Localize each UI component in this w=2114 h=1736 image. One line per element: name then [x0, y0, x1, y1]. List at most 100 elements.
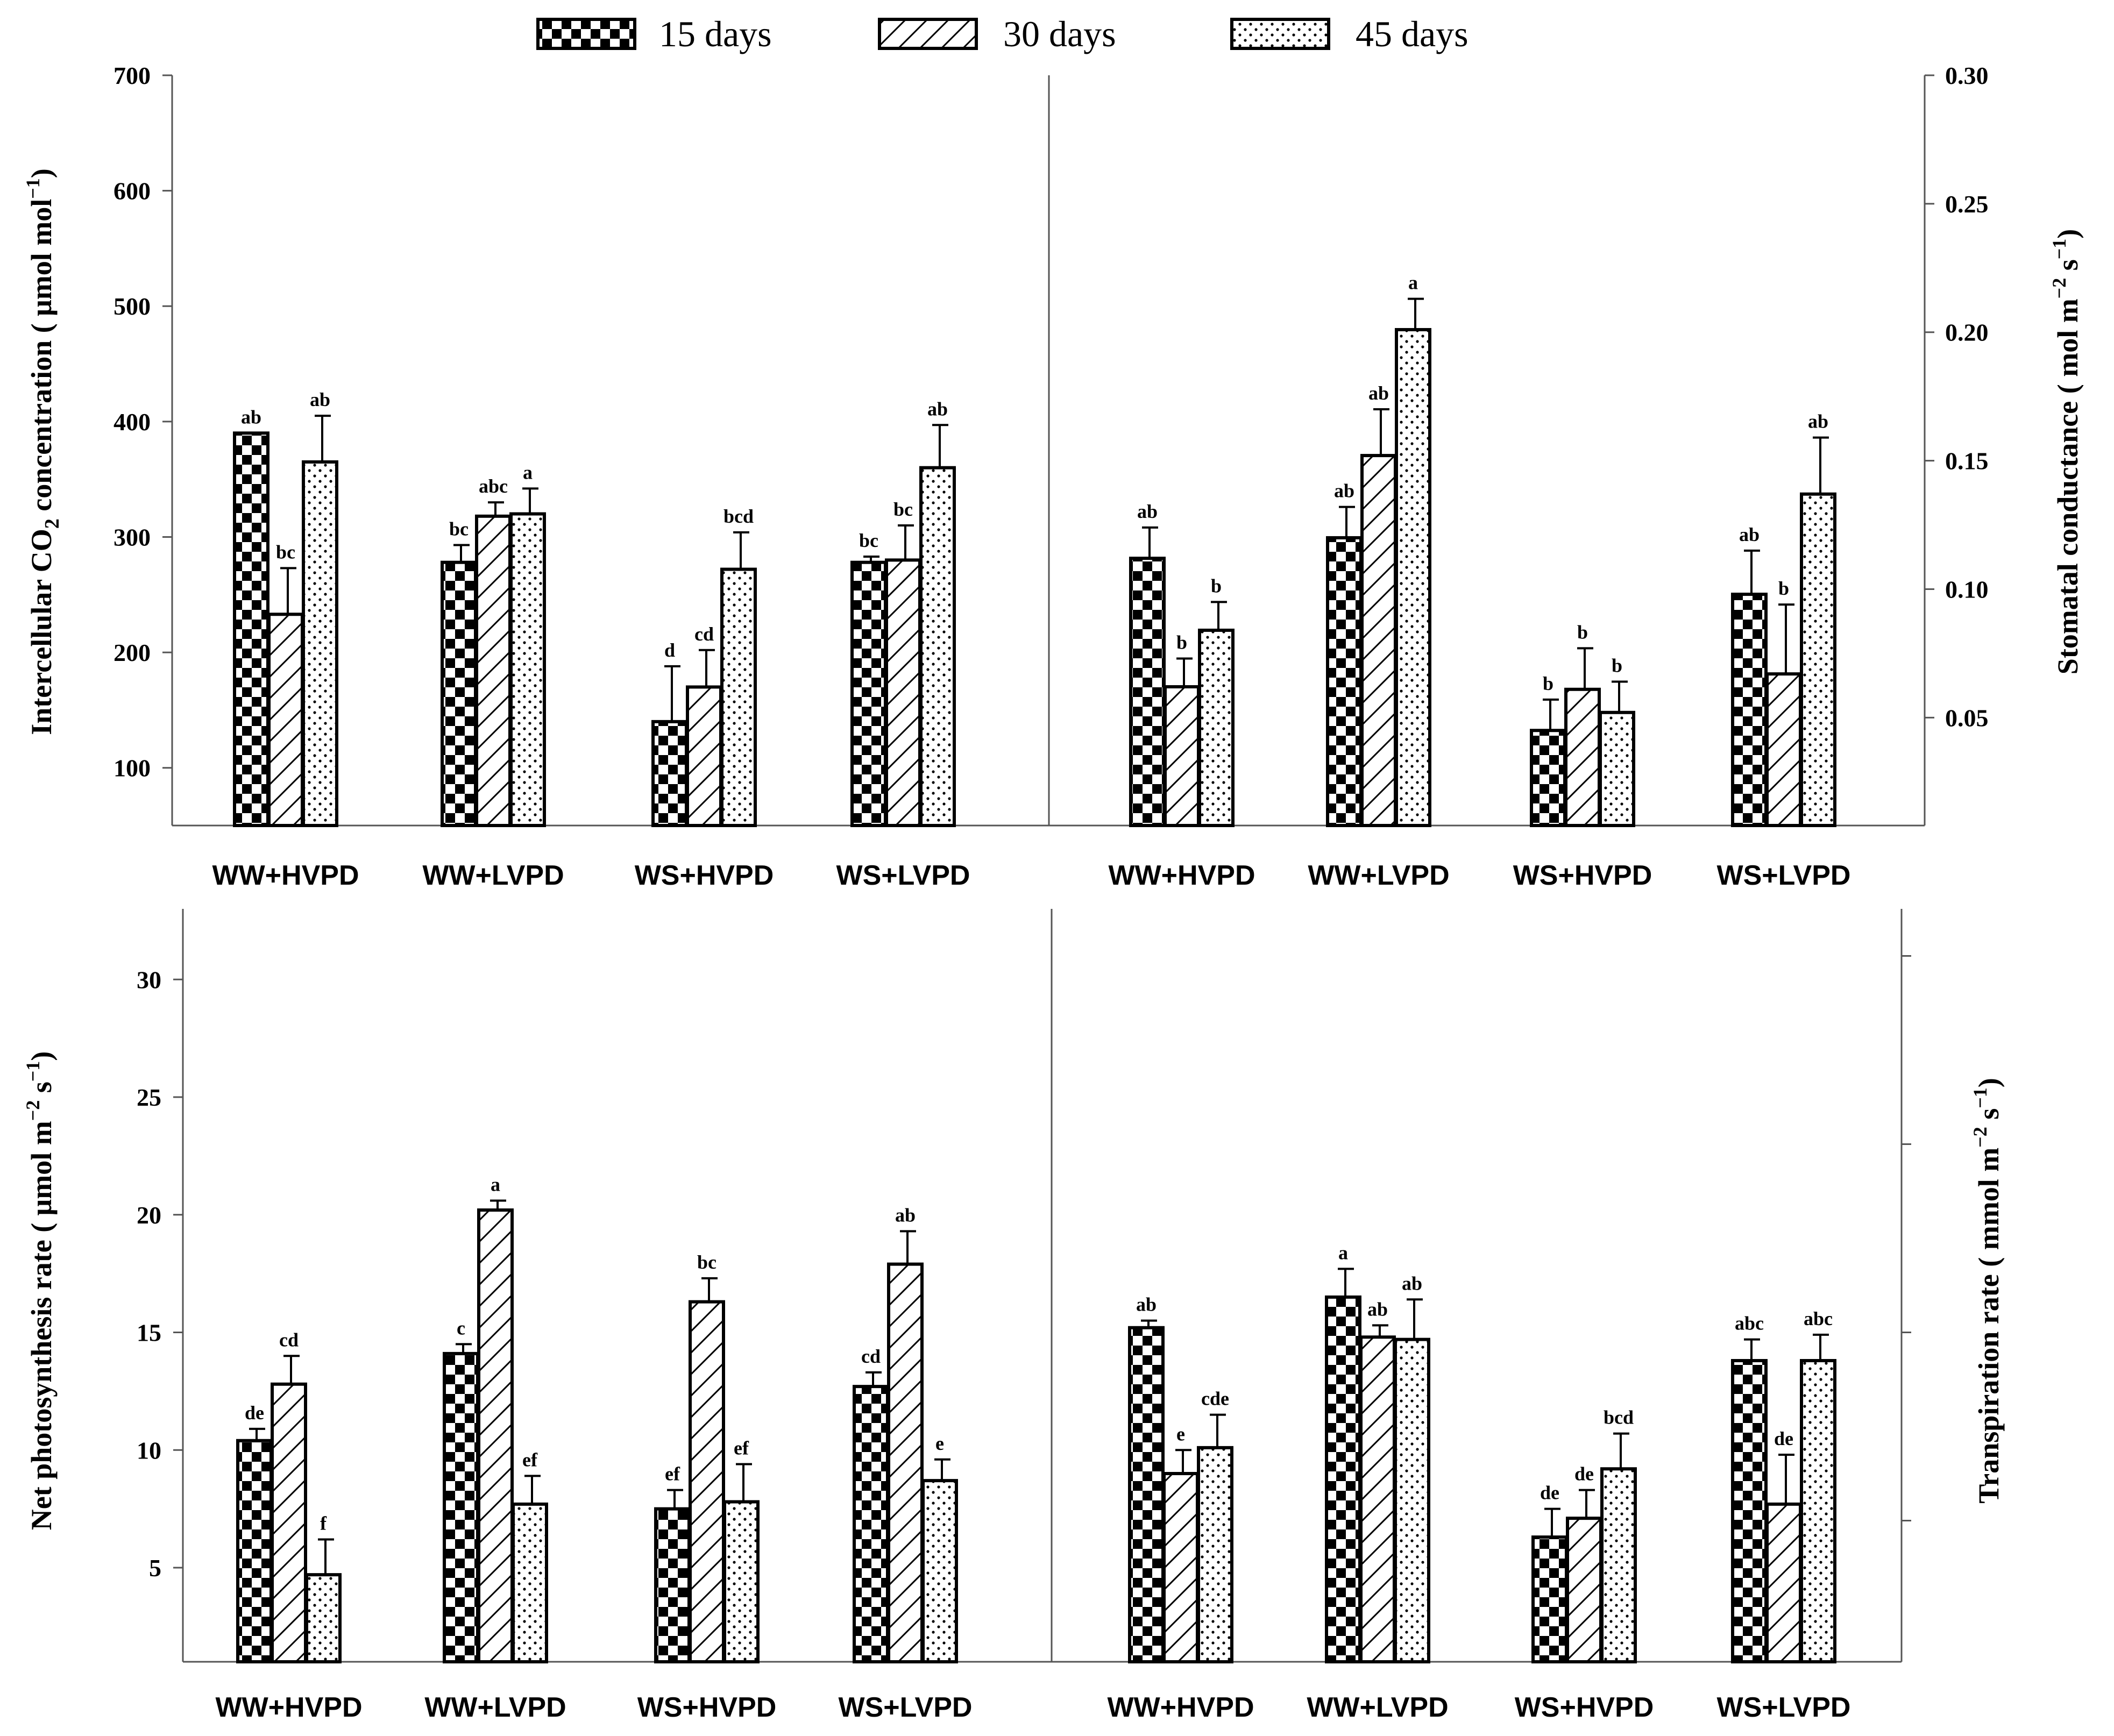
bar: [1599, 710, 1635, 828]
bar: [853, 1385, 889, 1663]
legend-label-30-days: 30 days: [1003, 13, 1116, 54]
bar: [1800, 1359, 1836, 1663]
bar: [1800, 492, 1836, 827]
y-tick-label: 10: [137, 1436, 161, 1464]
bar: [233, 431, 269, 827]
significance-label: bcd: [723, 506, 754, 527]
category-label: WS+HVPD: [637, 1692, 777, 1723]
bar: [1394, 1337, 1430, 1663]
bar: [441, 560, 477, 827]
bar: [885, 558, 921, 828]
significance-label: de: [1574, 1463, 1594, 1485]
top-left-y-axis-title: Intercellular CO2 concentration ( μmol m…: [22, 168, 63, 735]
bar: [302, 460, 338, 827]
bar: [1395, 328, 1431, 827]
significance-label: ab: [927, 398, 948, 419]
significance-label: de: [245, 1402, 264, 1424]
significance-label: ab: [895, 1204, 916, 1226]
significance-label: abc: [1735, 1313, 1764, 1334]
significance-label: ab: [241, 406, 261, 428]
y-tick-label: 15: [137, 1319, 161, 1347]
significance-label: ab: [1808, 411, 1828, 432]
bar: [1600, 1467, 1637, 1663]
significance-label: cd: [279, 1329, 299, 1350]
bar: [1162, 1472, 1199, 1663]
bar: [1765, 672, 1802, 827]
legend-label-15-days: 15 days: [659, 13, 772, 54]
significance-label: c: [457, 1317, 465, 1339]
bar: [720, 567, 757, 827]
bar: [654, 1507, 691, 1663]
y-tick-label: 700: [113, 62, 151, 89]
bar: [1129, 557, 1166, 827]
bar: [850, 560, 887, 827]
significance-label: ef: [734, 1438, 749, 1459]
significance-label: ab: [1739, 524, 1760, 545]
bar: [267, 613, 304, 828]
category-label: WW+HVPD: [1108, 1692, 1254, 1723]
legend-swatch-15-days: [536, 18, 636, 50]
y-tick-label: 500: [113, 293, 151, 320]
y-tick-label: 100: [113, 755, 151, 782]
significance-label: a: [1338, 1242, 1348, 1263]
bottom-right-y-axis-title: Transpiration rate ( mmol m−2 s−1): [1969, 1078, 2005, 1503]
significance-label: a: [523, 461, 533, 483]
category-label: WW+HVPD: [216, 1692, 363, 1723]
significance-label: abc: [479, 475, 508, 497]
bar: [509, 512, 546, 827]
bar: [1359, 1335, 1396, 1663]
significance-label: ab: [310, 389, 330, 410]
y-tick-label: 30: [137, 966, 161, 993]
bar: [1198, 628, 1235, 828]
y-tick-label: 600: [113, 177, 151, 205]
bar: [1128, 1326, 1165, 1663]
chart-marks: 100 200 300 400 500 600 700 WW+HVPD WW+LVPD WS+HV…: [113, 62, 1989, 1723]
y-tick-label: 200: [113, 639, 151, 666]
bar: [1360, 454, 1397, 827]
significance-label: b: [1577, 621, 1588, 643]
significance-label: bc: [697, 1251, 717, 1273]
category-label: WW+LVPD: [1307, 1692, 1448, 1723]
significance-label: cd: [861, 1346, 881, 1367]
bar: [651, 720, 688, 828]
bar: [305, 1573, 342, 1663]
significance-label: ab: [1334, 480, 1354, 502]
category-label: WW+LVPD: [1308, 860, 1449, 891]
top-right-y-axis-title: Stomatal conductance ( mol m−2 s−1): [2048, 229, 2084, 674]
significance-label: bc: [449, 518, 469, 539]
y-tick-label: 0.25: [1945, 190, 1989, 218]
bar: [1531, 1535, 1568, 1663]
significance-label: b: [1176, 631, 1187, 653]
significance-label: de: [1540, 1482, 1559, 1504]
category-label: WS+LVPD: [839, 1692, 973, 1723]
bar: [512, 1502, 548, 1663]
significance-label: b: [1211, 575, 1222, 596]
significance-label: ef: [522, 1449, 538, 1470]
significance-label: d: [664, 639, 675, 661]
bar: [887, 1262, 924, 1663]
bar: [1325, 1295, 1361, 1663]
y-tick-label: 400: [113, 408, 151, 436]
significance-label: bc: [893, 499, 913, 520]
significance-label: ab: [1402, 1272, 1422, 1294]
significance-label: ef: [665, 1463, 680, 1485]
bar: [1197, 1446, 1233, 1663]
bar: [921, 1479, 958, 1663]
y-tick-label: 0.05: [1945, 704, 1989, 731]
significance-label: b: [1612, 654, 1622, 676]
significance-label: cde: [1201, 1388, 1229, 1410]
significance-label: cd: [694, 623, 714, 645]
category-label: WS+HVPD: [635, 860, 774, 891]
legend-swatch-45-days: [1230, 18, 1330, 50]
y-tick-label: 25: [137, 1084, 161, 1111]
significance-label: ab: [1367, 1298, 1388, 1320]
bar: [1765, 1502, 1802, 1663]
significance-label: bc: [276, 541, 295, 563]
category-label: WW+LVPD: [424, 1692, 566, 1723]
legend-swatch-30-days: [878, 18, 978, 50]
y-tick-label: 0.30: [1945, 62, 1989, 89]
bar: [1530, 729, 1566, 828]
significance-label: f: [320, 1513, 327, 1534]
significance-label: bcd: [1604, 1407, 1634, 1428]
